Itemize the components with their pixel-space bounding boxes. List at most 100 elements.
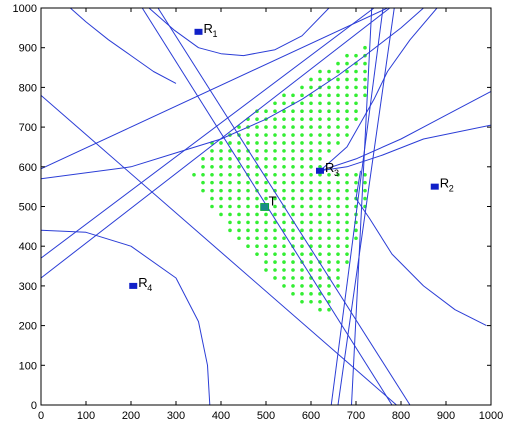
feasible-point — [237, 196, 241, 201]
x-tick-label: 500 — [257, 410, 275, 422]
receiver-label-sub: 3 — [334, 168, 339, 178]
feasible-point — [273, 180, 277, 185]
feasible-point — [264, 149, 268, 153]
feasible-point — [300, 284, 304, 288]
feasible-point — [246, 228, 250, 233]
feasible-point — [255, 220, 259, 225]
feasible-point — [318, 69, 322, 74]
feasible-point — [300, 276, 304, 280]
feasible-point — [219, 180, 223, 185]
feasible-point — [273, 268, 277, 272]
feasible-point — [354, 77, 358, 82]
feasible-point — [264, 109, 268, 114]
feasible-point — [336, 212, 340, 217]
feasible-point — [273, 244, 277, 248]
feasible-point — [318, 93, 322, 98]
feasible-point — [264, 188, 268, 193]
feasible-point — [264, 172, 268, 177]
feasible-point — [318, 149, 322, 153]
feasible-point — [219, 149, 223, 153]
feasible-point — [345, 212, 349, 217]
feasible-point — [309, 165, 313, 169]
feasible-point — [273, 141, 277, 145]
y-tick-label: 0 — [31, 400, 37, 412]
feasible-point — [309, 268, 313, 272]
feasible-point — [228, 180, 232, 185]
feasible-point — [273, 125, 277, 129]
feasible-point — [255, 125, 259, 129]
feasible-point — [273, 276, 277, 280]
feasible-point — [336, 125, 340, 129]
feasible-point — [309, 196, 313, 201]
feasible-point — [282, 196, 286, 201]
feasible-point — [354, 228, 358, 233]
feasible-point — [273, 157, 277, 161]
feasible-point — [300, 196, 304, 201]
feasible-point — [336, 204, 340, 209]
x-tick-label: 400 — [212, 410, 230, 422]
feasible-point — [291, 196, 295, 201]
feasible-point — [309, 157, 313, 161]
feasible-point — [282, 244, 286, 248]
feasible-point — [201, 172, 205, 177]
feasible-point — [291, 149, 295, 153]
feasible-point — [291, 109, 295, 114]
feasible-point — [237, 172, 241, 177]
feasible-point — [273, 149, 277, 153]
feasible-point — [291, 228, 295, 233]
y-tick-label: 100 — [19, 360, 37, 372]
range-curves — [41, 8, 491, 405]
x-tick-label: 800 — [392, 410, 410, 422]
feasible-point — [318, 117, 322, 121]
feasible-point — [255, 180, 259, 185]
feasible-point — [345, 101, 349, 106]
feasible-point — [282, 252, 286, 256]
feasible-point — [237, 236, 241, 241]
feasible-point — [282, 236, 286, 241]
feasible-point — [309, 292, 313, 296]
range-line — [337, 8, 395, 405]
feasible-point — [219, 165, 223, 169]
feasible-point — [336, 188, 340, 193]
axis-ticks: 0 100 200 300 400 500 600 700 800 900 1000 0 100 200 3… — [13, 3, 504, 422]
feasible-point — [264, 157, 268, 161]
feasible-point — [300, 220, 304, 225]
feasible-point — [327, 101, 331, 106]
feasible-point — [318, 101, 322, 106]
feasible-point — [327, 284, 331, 288]
feasible-point — [300, 85, 304, 90]
feasible-point — [336, 117, 340, 121]
feasible-point — [345, 93, 349, 98]
feasible-point — [273, 204, 277, 209]
feasible-point — [282, 101, 286, 106]
range-line — [41, 94, 397, 405]
feasible-point — [246, 220, 250, 225]
feasible-point — [228, 188, 232, 193]
feasible-point — [237, 141, 241, 145]
feasible-point — [309, 180, 313, 185]
feasible-point — [291, 252, 295, 256]
feasible-point — [273, 260, 277, 264]
feasible-point — [291, 141, 295, 145]
feasible-point — [300, 172, 304, 177]
feasible-point — [318, 188, 322, 193]
range-curve — [41, 8, 424, 180]
feasible-point — [246, 157, 250, 161]
feasible-point — [273, 196, 277, 201]
range-curve — [41, 229, 211, 405]
feasible-point — [201, 188, 205, 193]
x-tick-label: 300 — [167, 410, 185, 422]
x-tick-label: 600 — [302, 410, 320, 422]
feasible-point — [255, 157, 259, 161]
feasible-point — [219, 188, 223, 193]
feasible-point — [363, 188, 367, 193]
feasible-point — [291, 117, 295, 121]
feasible-point — [282, 172, 286, 177]
feasible-point — [345, 204, 349, 209]
feasible-point — [300, 165, 304, 169]
feasible-point — [327, 109, 331, 114]
feasible-point — [345, 220, 349, 225]
feasible-point — [309, 220, 313, 225]
markers: R 1R 2R 3R 4T — [129, 21, 454, 293]
target-label: T — [269, 194, 277, 209]
